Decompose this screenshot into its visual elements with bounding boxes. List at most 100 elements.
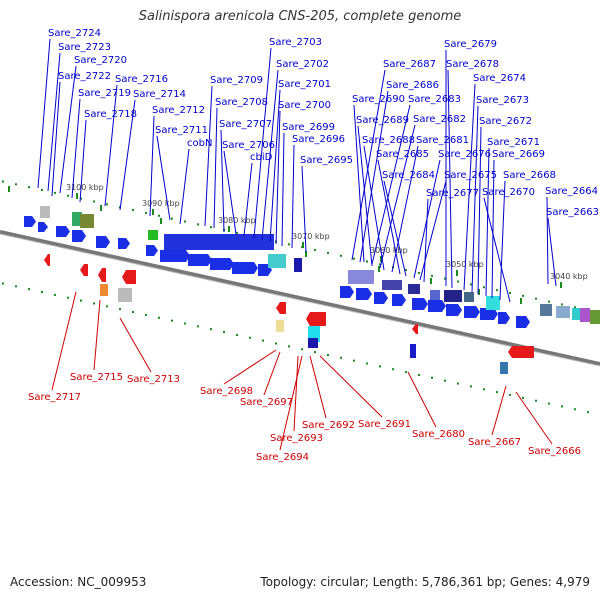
upper-dotted-guide	[314, 249, 316, 252]
forward-label-leader	[423, 198, 429, 283]
forward-gene-label: Sare_2677	[426, 188, 479, 199]
upper-dotted-guide	[444, 277, 446, 280]
reverse-label-leader	[515, 391, 553, 445]
forward-gene-label: Sare_2690	[352, 94, 405, 105]
reverse-gene-arrow	[412, 324, 418, 334]
upper-dotted-guide	[431, 274, 433, 277]
upper-dotted-guide	[522, 294, 524, 297]
reverse-label-leader	[293, 355, 299, 432]
forward-gene-block	[572, 308, 580, 320]
lower-dotted-guide	[483, 388, 485, 391]
lower-dotted-guide	[496, 391, 498, 394]
forward-label-leader	[499, 180, 506, 301]
forward-label-leader	[104, 84, 118, 207]
lower-dotted-guide	[106, 305, 108, 308]
upper-dotted-guide	[405, 269, 407, 272]
forward-label-leader	[213, 107, 218, 229]
forward-label-leader	[463, 83, 476, 291]
upper-dotted-guide	[15, 183, 17, 186]
reverse-gene-label: Sare_2717	[28, 392, 81, 403]
reverse-gene-label: Sare_2694	[256, 452, 309, 463]
forward-gene-label: Sare_2700	[278, 100, 331, 111]
lower-dotted-guide	[548, 402, 550, 405]
forward-gene-arrow	[96, 236, 110, 248]
forward-label-leader	[253, 47, 272, 239]
lower-dotted-guide	[28, 288, 30, 291]
minor-tick	[100, 205, 102, 211]
reverse-gene-block	[308, 338, 318, 348]
lower-dotted-guide	[405, 371, 407, 374]
forward-label-leader	[220, 129, 225, 233]
forward-gene-label: Sare_2673	[476, 95, 529, 106]
lower-dotted-guide	[80, 299, 82, 302]
forward-gene-arrow	[188, 254, 212, 266]
forward-gene-label: Sare_2709	[210, 75, 263, 86]
forward-label-leader	[419, 180, 447, 281]
upper-dotted-guide	[288, 243, 290, 246]
forward-gene-label: Sare_2685	[376, 149, 429, 160]
forward-gene-arrow	[498, 312, 510, 324]
upper-dotted-guide	[210, 226, 212, 229]
lower-dotted-guide	[210, 328, 212, 331]
lower-dotted-guide	[54, 293, 56, 296]
upper-dotted-guide	[496, 289, 498, 292]
kbp-tick-label: 3090 kbp	[142, 199, 180, 208]
forward-gene-arrow	[56, 226, 70, 237]
reverse-gene-arrow	[98, 268, 106, 282]
forward-gene-arrow	[412, 298, 428, 310]
forward-label-leader	[275, 110, 281, 245]
forward-label-leader	[363, 145, 385, 271]
forward-label-leader	[156, 135, 171, 221]
forward-label-leader	[351, 69, 386, 261]
forward-label-leader	[383, 180, 407, 277]
lower-dotted-guide	[418, 373, 420, 376]
upper-dotted-guide	[145, 211, 147, 214]
upper-dotted-guide	[67, 194, 69, 197]
reverse-gene-label: Sare_2680	[412, 429, 465, 440]
forward-label-leader	[547, 217, 557, 287]
forward-label-leader	[51, 81, 61, 197]
minor-tick	[378, 266, 380, 272]
forward-gene-block	[580, 308, 590, 322]
forward-label-leader	[301, 165, 307, 253]
lower-dotted-guide	[223, 331, 225, 334]
forward-label-leader	[485, 147, 490, 297]
minor-tick	[160, 218, 162, 224]
lower-dotted-guide	[249, 336, 251, 339]
forward-gene-label: Sare_2706	[222, 140, 275, 151]
upper-dotted-guide	[327, 251, 329, 254]
forward-label-leader	[204, 85, 213, 227]
forward-gene-block	[148, 230, 158, 240]
upper-dotted-guide	[340, 254, 342, 257]
forward-gene-arrow	[210, 258, 234, 270]
forward-gene-label: Sare_2688	[362, 135, 415, 146]
forward-label-leader	[371, 104, 411, 265]
reverse-gene-label: Sare_2667	[468, 437, 521, 448]
kbp-tick-mark	[560, 282, 562, 288]
reverse-gene-label: Sare_2692	[302, 420, 355, 431]
reverse-gene-block	[276, 320, 284, 332]
forward-gene-label: Sare_2672	[479, 116, 532, 127]
forward-label-leader	[377, 159, 401, 275]
forward-gene-block	[430, 290, 440, 300]
forward-gene-label: Sare_2682	[413, 114, 466, 125]
upper-dotted-guide	[470, 283, 472, 286]
lower-dotted-guide	[93, 302, 95, 305]
forward-gene-block	[464, 292, 474, 302]
reverse-gene-arrow	[276, 302, 286, 314]
forward-gene-label: Sare_2711	[155, 125, 208, 136]
forward-label-leader	[261, 69, 279, 241]
forward-gene-label: Sare_2716	[115, 74, 168, 85]
forward-gene-arrow	[516, 316, 530, 328]
lower-dotted-guide	[275, 342, 277, 345]
forward-gene-label: Sare_2663	[546, 207, 599, 218]
forward-label-leader	[79, 119, 87, 203]
forward-label-leader	[359, 90, 389, 263]
forward-gene-label: Sare_2699	[282, 122, 335, 133]
lower-dotted-guide	[587, 411, 589, 414]
forward-gene-block	[164, 234, 274, 250]
forward-gene-label: Sare_2722	[58, 71, 111, 82]
lower-dotted-guide	[366, 362, 368, 365]
